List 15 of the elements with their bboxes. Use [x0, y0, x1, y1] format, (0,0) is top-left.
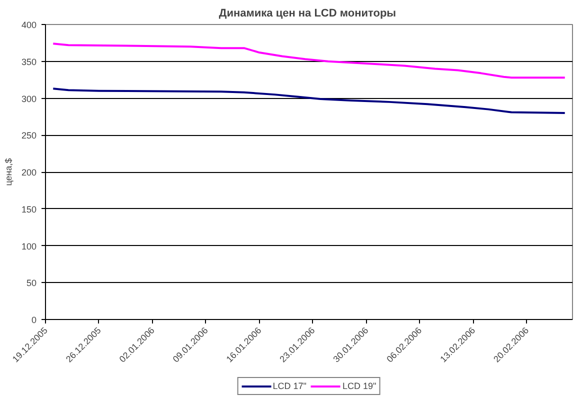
line-series [52, 88, 566, 114]
chart-title: Динамика цен на LCD мониторы [218, 8, 396, 20]
y-tick-label: 400 [21, 20, 37, 30]
line-series [52, 42, 566, 79]
legend-label: LCD 19" [342, 381, 376, 391]
y-tick-label: 0 [31, 315, 37, 325]
y-tick-label: 200 [21, 168, 37, 178]
legend-label: LCD 17" [272, 381, 306, 391]
y-tick-label: 50 [26, 278, 37, 288]
y-tick-label: 100 [21, 241, 37, 252]
y-tick-label: 150 [21, 204, 37, 214]
y-tick-label: 350 [21, 56, 37, 67]
y-tick-label: 250 [21, 130, 37, 141]
y-tick-label: 300 [21, 94, 37, 104]
y-axis-title: цена,$ [3, 158, 14, 186]
